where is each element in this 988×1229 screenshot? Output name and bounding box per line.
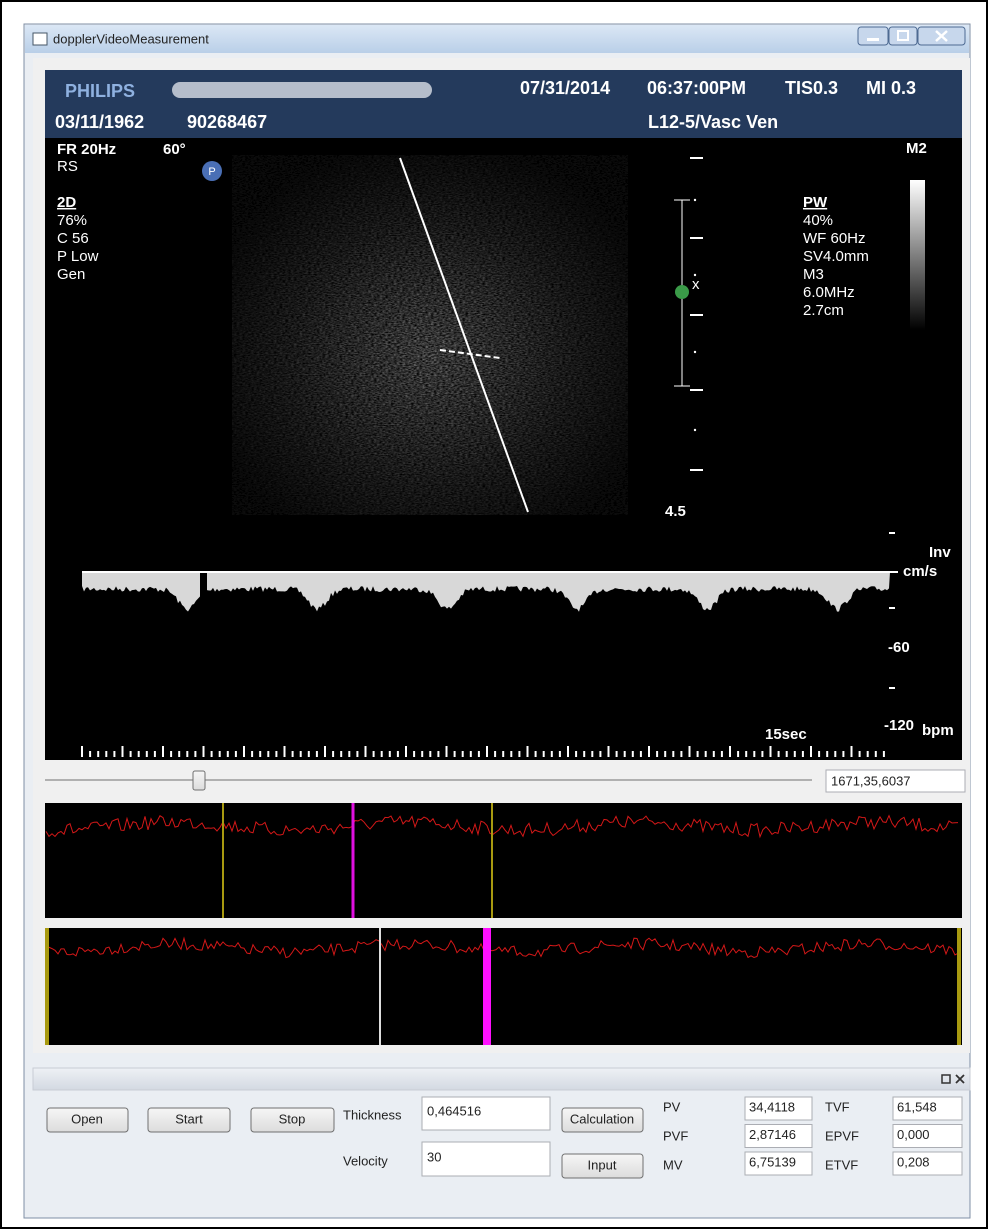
button[interactable]: Stop	[251, 1108, 334, 1132]
field-label: Velocity	[343, 1153, 388, 1168]
result-value: 0,208	[897, 1154, 930, 1169]
button-label: Stop	[279, 1111, 306, 1126]
param: WF 60Hz	[803, 230, 866, 247]
screenshot: dopplerVideoMeasurement PHILIPS 07/31/20…	[0, 0, 988, 1229]
brand: PHILIPS	[65, 81, 135, 101]
result-value: 61,548	[897, 1099, 937, 1114]
result-value: 0,000	[897, 1127, 930, 1142]
window-title: dopplerVideoMeasurement	[53, 31, 209, 46]
gray-bar	[910, 180, 925, 330]
field-value: 0,464516	[427, 1103, 481, 1118]
minimize-button[interactable]	[858, 27, 888, 45]
result-value: 34,4118	[749, 1099, 795, 1114]
maximize-button[interactable]	[889, 27, 917, 45]
gate-dot	[675, 285, 689, 299]
redacted-name	[172, 82, 432, 98]
button[interactable]: Start	[148, 1108, 230, 1132]
field-label: Thickness	[343, 1107, 402, 1122]
result-value: 2,87146	[749, 1127, 796, 1142]
param: M3	[803, 266, 824, 283]
depth-dot	[694, 274, 696, 276]
param: C 56	[57, 230, 89, 247]
param: SV4.0mm	[803, 248, 869, 265]
scale-tick: -60	[888, 639, 910, 656]
scale-tick: -120	[884, 717, 914, 734]
result-label: PVF	[663, 1128, 688, 1143]
slider-thumb[interactable]	[193, 771, 205, 790]
param: 2.7cm	[803, 302, 844, 319]
field-value: 30	[427, 1149, 441, 1164]
result-label: EPVF	[825, 1128, 859, 1143]
param: 2D	[57, 194, 76, 211]
rs: RS	[57, 158, 78, 175]
tis: TIS0.3	[785, 78, 838, 98]
result-label: TVF	[825, 1099, 850, 1114]
result-label: PV	[663, 1099, 681, 1114]
param: P Low	[57, 248, 99, 265]
depth-label: 4.5	[665, 503, 686, 520]
button-label: Input	[588, 1157, 617, 1172]
probe: L12-5/Vasc Ven	[648, 112, 778, 132]
button-label: Calculation	[570, 1111, 634, 1126]
button-label: Start	[175, 1111, 203, 1126]
param: Gen	[57, 266, 85, 283]
depth-dot	[694, 351, 696, 353]
frame-rate: FR 20Hz	[57, 141, 116, 158]
cursor-mark: x	[692, 276, 700, 293]
window-buttons	[858, 27, 965, 45]
exam-date: 07/31/2014	[520, 78, 610, 98]
result-value: 6,75139	[749, 1154, 796, 1169]
depth-dot	[694, 429, 696, 431]
dock-bar	[33, 1068, 970, 1090]
hr-unit: bpm	[922, 722, 954, 739]
velocity-unit: cm/s	[903, 563, 937, 580]
param: 40%	[803, 212, 833, 229]
app-icon	[33, 33, 47, 45]
depth-dot	[694, 199, 696, 201]
param: 76%	[57, 212, 87, 229]
button[interactable]: Input	[562, 1154, 643, 1178]
minimize-icon	[867, 38, 879, 41]
angle: 60°	[163, 141, 186, 158]
invert-label: Inv	[929, 544, 951, 561]
readout: 1671,35,6037	[831, 773, 911, 788]
button-label: Open	[71, 1111, 103, 1126]
button[interactable]: Calculation	[562, 1108, 643, 1132]
exam-time: 06:37:00PM	[647, 78, 746, 98]
sweep: 15sec	[765, 726, 807, 743]
birth-date: 03/11/1962	[55, 112, 144, 132]
result-label: MV	[663, 1157, 683, 1172]
mi: MI 0.3	[866, 78, 916, 98]
patient-id: 90268467	[187, 112, 267, 132]
param: 6.0MHz	[803, 284, 855, 301]
button[interactable]: Open	[47, 1108, 128, 1132]
result-label: ETVF	[825, 1157, 858, 1172]
marker-label: P	[208, 166, 215, 178]
param: PW	[803, 194, 828, 211]
map: M2	[906, 140, 927, 157]
b-mode-image	[232, 155, 628, 515]
